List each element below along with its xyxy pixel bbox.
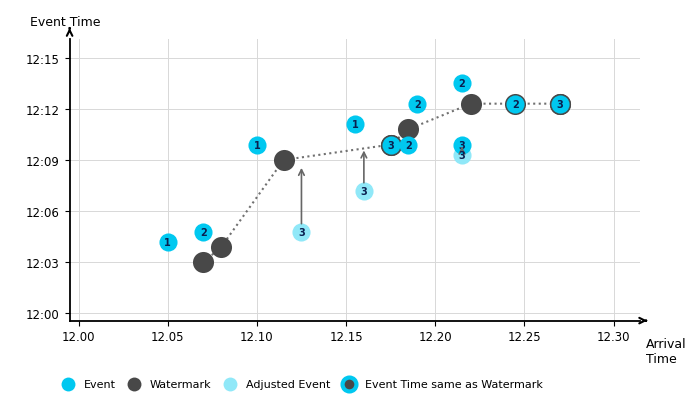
Text: 3: 3 xyxy=(557,99,564,109)
Text: 3: 3 xyxy=(298,227,305,237)
Text: 3: 3 xyxy=(387,140,394,150)
Point xyxy=(385,142,396,148)
Point xyxy=(251,142,262,148)
Text: 2: 2 xyxy=(200,227,207,237)
Point xyxy=(198,259,209,266)
Point xyxy=(358,188,370,194)
Point xyxy=(457,152,468,159)
Point xyxy=(198,229,209,235)
Point xyxy=(555,101,566,107)
Text: Event Time: Event Time xyxy=(30,16,100,29)
Point xyxy=(296,229,307,235)
Point xyxy=(510,101,521,107)
Text: 2: 2 xyxy=(414,99,421,109)
Text: 3: 3 xyxy=(459,140,466,150)
Text: 1: 1 xyxy=(351,120,358,130)
Point xyxy=(403,142,414,148)
Point xyxy=(555,101,566,107)
Text: 1: 1 xyxy=(253,140,260,150)
Text: 3: 3 xyxy=(361,186,367,196)
Point xyxy=(412,101,423,107)
Point xyxy=(510,101,521,107)
Text: 1: 1 xyxy=(164,237,171,247)
Text: Arrival
Time: Arrival Time xyxy=(646,338,687,366)
Point xyxy=(162,239,173,245)
Point xyxy=(385,142,396,148)
Point xyxy=(278,157,289,164)
Point xyxy=(457,81,468,87)
Legend: Event, Watermark, Adjusted Event, Event Time same as Watermark: Event, Watermark, Adjusted Event, Event … xyxy=(52,375,547,394)
Point xyxy=(385,142,396,148)
Point xyxy=(349,122,361,128)
Point xyxy=(555,101,566,107)
Point xyxy=(457,142,468,148)
Text: 2: 2 xyxy=(405,140,412,150)
Point xyxy=(216,244,227,251)
Text: 3: 3 xyxy=(459,150,466,160)
Point xyxy=(466,101,477,107)
Text: 2: 2 xyxy=(512,99,519,109)
Text: 2: 2 xyxy=(459,79,466,89)
Point xyxy=(403,127,414,133)
